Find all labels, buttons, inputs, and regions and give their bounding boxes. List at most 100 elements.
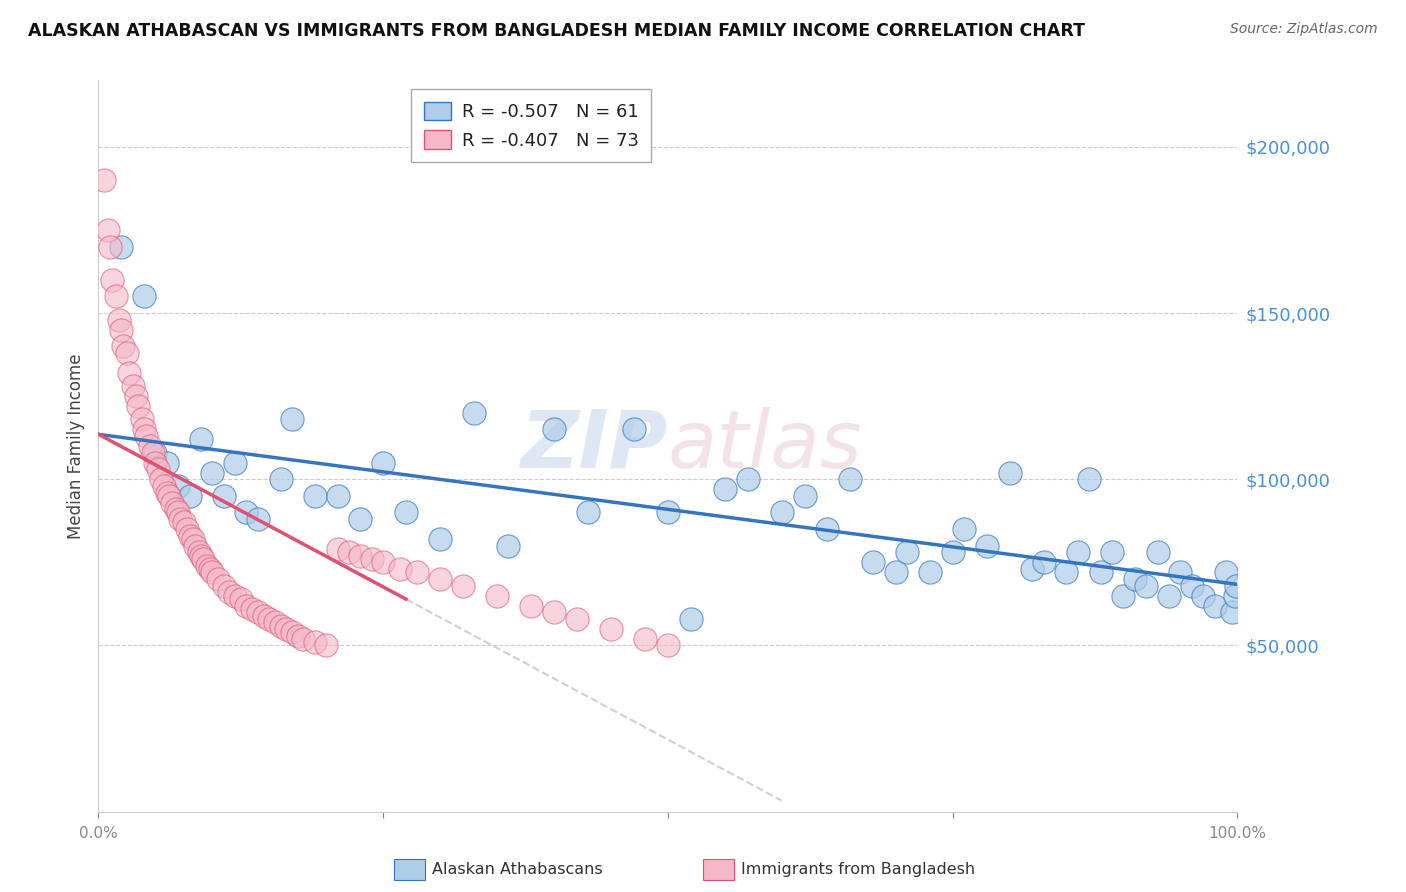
Point [224, 589, 246, 603]
Point [190, 549, 212, 563]
Point [131, 412, 153, 426]
Point [138, 439, 160, 453]
Point [157, 489, 180, 503]
Point [235, 599, 257, 613]
Point [110, 239, 132, 253]
Point [1204, 599, 1226, 613]
Point [918, 566, 941, 580]
Point [1123, 572, 1146, 586]
Point [281, 625, 304, 640]
Point [162, 495, 184, 509]
Point [371, 456, 394, 470]
Point [156, 456, 179, 470]
Point [884, 566, 907, 580]
Point [229, 591, 252, 606]
Point [565, 612, 588, 626]
Point [218, 585, 240, 599]
Point [125, 389, 148, 403]
Point [115, 346, 138, 360]
Point [287, 628, 309, 642]
Point [953, 522, 976, 536]
Point [240, 602, 263, 616]
Point [337, 545, 360, 559]
Point [150, 472, 173, 486]
Point [252, 608, 274, 623]
Text: atlas: atlas [668, 407, 863, 485]
Point [371, 555, 394, 569]
Point [498, 539, 520, 553]
Point [1021, 562, 1043, 576]
Point [246, 512, 269, 526]
Point [153, 479, 176, 493]
Point [184, 539, 207, 553]
Point [146, 462, 169, 476]
Point [815, 522, 838, 536]
Point [1225, 579, 1247, 593]
Point [179, 529, 201, 543]
Point [657, 639, 679, 653]
Point [1181, 579, 1204, 593]
Point [201, 466, 224, 480]
Point [1135, 579, 1157, 593]
Legend: R = -0.507   N = 61, R = -0.407   N = 73: R = -0.507 N = 61, R = -0.407 N = 73 [411, 89, 651, 162]
Point [176, 522, 198, 536]
Point [96, 223, 118, 237]
Point [198, 562, 221, 576]
Text: Alaskan Athabascans: Alaskan Athabascans [432, 863, 602, 877]
Point [304, 635, 326, 649]
Point [179, 489, 201, 503]
Point [165, 502, 187, 516]
Point [235, 506, 257, 520]
Point [657, 506, 679, 520]
Point [326, 542, 349, 557]
Point [1170, 566, 1192, 580]
Point [169, 512, 191, 526]
Point [389, 562, 412, 576]
Point [623, 422, 645, 436]
Point [201, 566, 224, 580]
Point [1220, 605, 1243, 619]
Point [110, 323, 132, 337]
Point [463, 406, 485, 420]
Point [737, 472, 759, 486]
Point [259, 612, 281, 626]
Point [145, 445, 167, 459]
Point [195, 558, 218, 573]
Point [167, 506, 190, 520]
Point [121, 379, 143, 393]
Point [246, 605, 269, 619]
Point [270, 472, 292, 486]
Point [281, 412, 304, 426]
Point [190, 433, 212, 447]
Point [1090, 566, 1112, 580]
Point [292, 632, 315, 646]
Point [1192, 589, 1215, 603]
Point [1112, 589, 1135, 603]
Point [395, 506, 418, 520]
Point [770, 506, 793, 520]
Point [1101, 545, 1123, 559]
Point [543, 422, 565, 436]
Point [212, 579, 235, 593]
Point [1157, 589, 1180, 603]
Point [1215, 566, 1237, 580]
Point [270, 618, 292, 632]
Point [132, 289, 155, 303]
Point [429, 532, 451, 546]
Point [406, 566, 429, 580]
Point [998, 466, 1021, 480]
Point [1032, 555, 1054, 569]
Point [486, 589, 509, 603]
Point [108, 312, 131, 326]
Point [187, 545, 209, 559]
Point [1054, 566, 1078, 580]
Point [520, 599, 543, 613]
Point [349, 512, 371, 526]
Point [349, 549, 371, 563]
Point [212, 489, 235, 503]
Point [1067, 545, 1090, 559]
Point [360, 552, 382, 566]
Point [193, 552, 215, 566]
Point [118, 366, 141, 380]
Point [145, 456, 167, 470]
